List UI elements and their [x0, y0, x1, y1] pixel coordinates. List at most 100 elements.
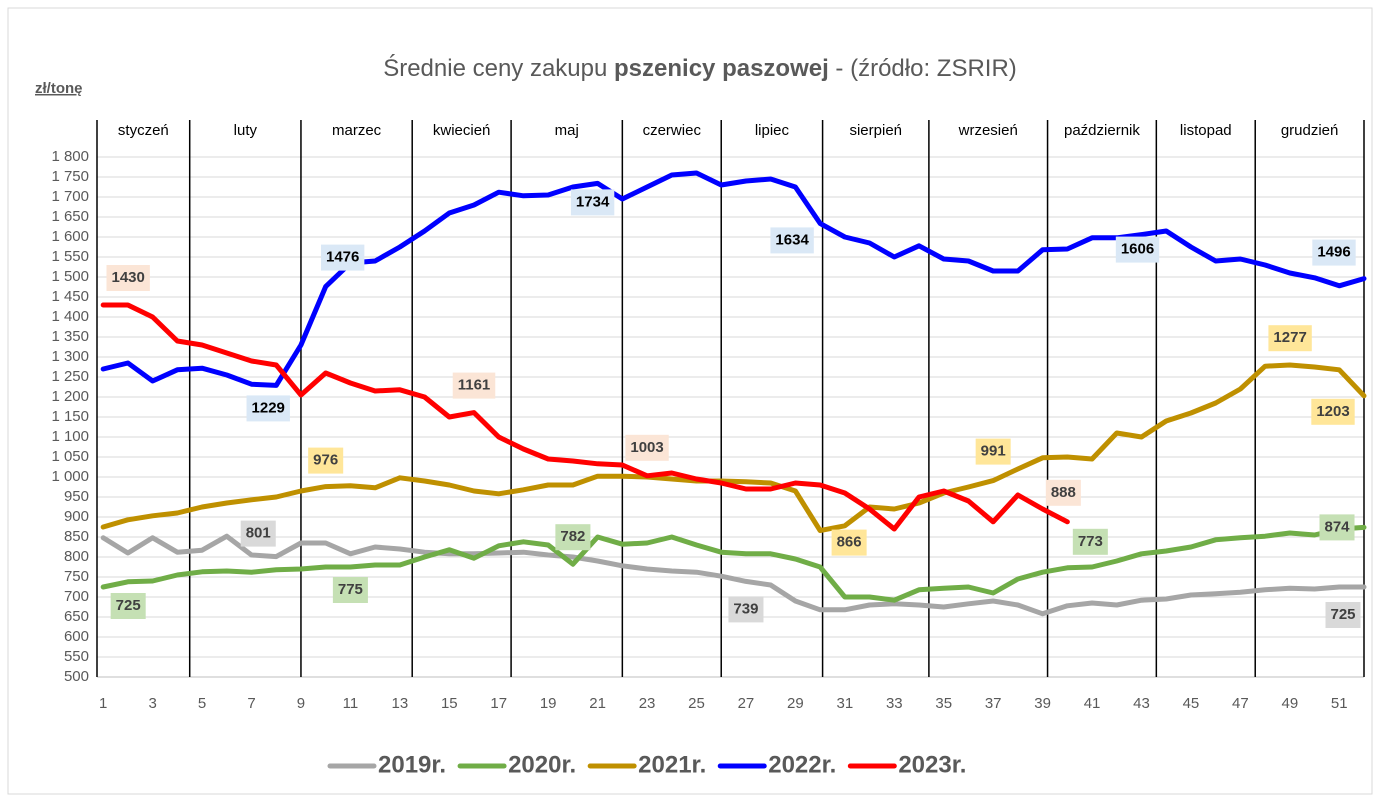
x-tick-label: 13	[392, 695, 409, 712]
x-tick-label: 11	[343, 695, 359, 712]
data-label-bg	[110, 593, 146, 619]
data-label-text: 1476	[326, 249, 359, 266]
title-suffix: - (źródło: ZSRIR)	[829, 55, 1017, 82]
x-tick-label: 31	[836, 695, 853, 712]
x-tick-label: 1	[99, 695, 107, 712]
y-tick-label: 1 450	[51, 288, 89, 305]
x-tick-label: 49	[1281, 695, 1298, 712]
month-label: czerwiec	[643, 122, 702, 139]
x-tick-label: 39	[1034, 695, 1051, 712]
x-tick-label: 15	[441, 695, 458, 712]
x-tick-label: 27	[738, 695, 755, 712]
legend-label: 2021r.	[638, 751, 706, 778]
y-tick-label: 850	[64, 528, 89, 545]
data-label: 1229	[246, 395, 290, 422]
data-label: 874	[1319, 514, 1355, 541]
data-label-bg	[1325, 602, 1361, 628]
x-tick-label: 7	[247, 695, 255, 712]
data-label-bg	[240, 520, 276, 547]
data-label-text: 775	[338, 581, 363, 598]
data-label: 1496	[1312, 239, 1356, 266]
series-line	[100, 302, 1070, 532]
x-tick-label: 29	[787, 695, 804, 712]
data-label: 866	[831, 529, 867, 556]
data-label: 773	[1072, 528, 1108, 555]
data-label-text: 1606	[1121, 241, 1154, 258]
x-tick-label: 43	[1133, 695, 1150, 712]
data-label-text: 1496	[1317, 244, 1350, 261]
data-label-bg	[975, 438, 1011, 465]
y-tick-label: 550	[64, 648, 89, 665]
x-tick-label: 37	[985, 695, 1002, 712]
chart-frame	[7, 7, 1373, 795]
x-tick-label: 17	[490, 695, 507, 712]
x-tick-label: 33	[886, 695, 903, 712]
data-label-text: 725	[116, 597, 141, 614]
data-label: 991	[975, 438, 1011, 465]
data-label-text: 866	[837, 534, 862, 551]
title-prefix: Średnie ceny zakupu	[383, 54, 614, 82]
x-tick-label: 41	[1084, 695, 1101, 712]
data-label-bg	[625, 434, 669, 461]
month-label: listopad	[1180, 122, 1232, 139]
x-tick-label: 25	[688, 695, 705, 712]
data-label-bg	[332, 577, 368, 603]
y-tick-label: 800	[64, 548, 89, 565]
data-label: 782	[555, 524, 591, 551]
data-label: 801	[240, 520, 276, 547]
y-tick-label: 900	[64, 508, 89, 525]
y-tick-label: 950	[64, 488, 89, 505]
month-label: grudzień	[1281, 122, 1339, 139]
data-label-bg	[1045, 479, 1081, 506]
data-label-text: 1161	[458, 377, 491, 394]
y-tick-label: 500	[64, 668, 89, 685]
data-label-text: 1203	[1316, 403, 1349, 420]
y-tick-label: 1 800	[51, 148, 89, 165]
month-label: styczeń	[118, 122, 169, 139]
x-tick-label: 3	[148, 695, 156, 712]
series-line	[100, 362, 1367, 534]
data-label-text: 874	[1324, 518, 1350, 535]
data-label-text: 773	[1078, 533, 1103, 550]
month-label: maj	[555, 122, 579, 139]
legend-label: 2022r.	[768, 751, 836, 778]
data-label: 888	[1045, 479, 1081, 506]
month-label: wrzesień	[958, 122, 1018, 139]
y-tick-label: 1 500	[51, 268, 89, 285]
y-tick-label: 1 550	[51, 248, 89, 265]
legend-label: 2019r.	[378, 751, 446, 778]
x-tick-label: 51	[1331, 695, 1348, 712]
data-label-bg	[246, 395, 290, 422]
data-label: 1476	[320, 244, 365, 271]
data-label-bg	[770, 227, 814, 254]
month-label: sierpień	[849, 122, 902, 139]
y-tick-label: 1 650	[51, 208, 89, 225]
data-label-text: 1003	[630, 439, 663, 456]
y-tick-label: 750	[64, 568, 89, 585]
data-label-text: 782	[560, 528, 585, 545]
month-label: lipiec	[755, 122, 790, 139]
month-label: marzec	[332, 122, 382, 139]
y-tick-label: 700	[64, 588, 89, 605]
x-tick-label: 21	[589, 695, 606, 712]
data-label: 1606	[1115, 236, 1160, 263]
data-label: 1161	[452, 372, 496, 399]
data-label-text: 888	[1051, 484, 1076, 501]
data-label-bg	[555, 524, 591, 551]
x-tick-label: 23	[639, 695, 656, 712]
y-tick-label: 1 100	[51, 428, 89, 445]
data-label-bg	[106, 265, 150, 291]
data-label-text: 739	[733, 600, 758, 617]
y-tick-label: 1 700	[51, 188, 89, 205]
data-label-text: 725	[1330, 606, 1355, 623]
data-label-bg	[452, 372, 496, 399]
data-label-bg	[1072, 528, 1108, 555]
data-label-text: 1229	[252, 399, 285, 416]
data-label: 775	[332, 577, 368, 603]
series-line	[100, 524, 1367, 603]
data-label-bg	[570, 189, 615, 216]
y-tick-label: 1 400	[51, 308, 89, 325]
data-label: 1003	[625, 434, 669, 461]
y-tick-label: 600	[64, 628, 89, 645]
y-tick-label: 1 350	[51, 328, 89, 345]
